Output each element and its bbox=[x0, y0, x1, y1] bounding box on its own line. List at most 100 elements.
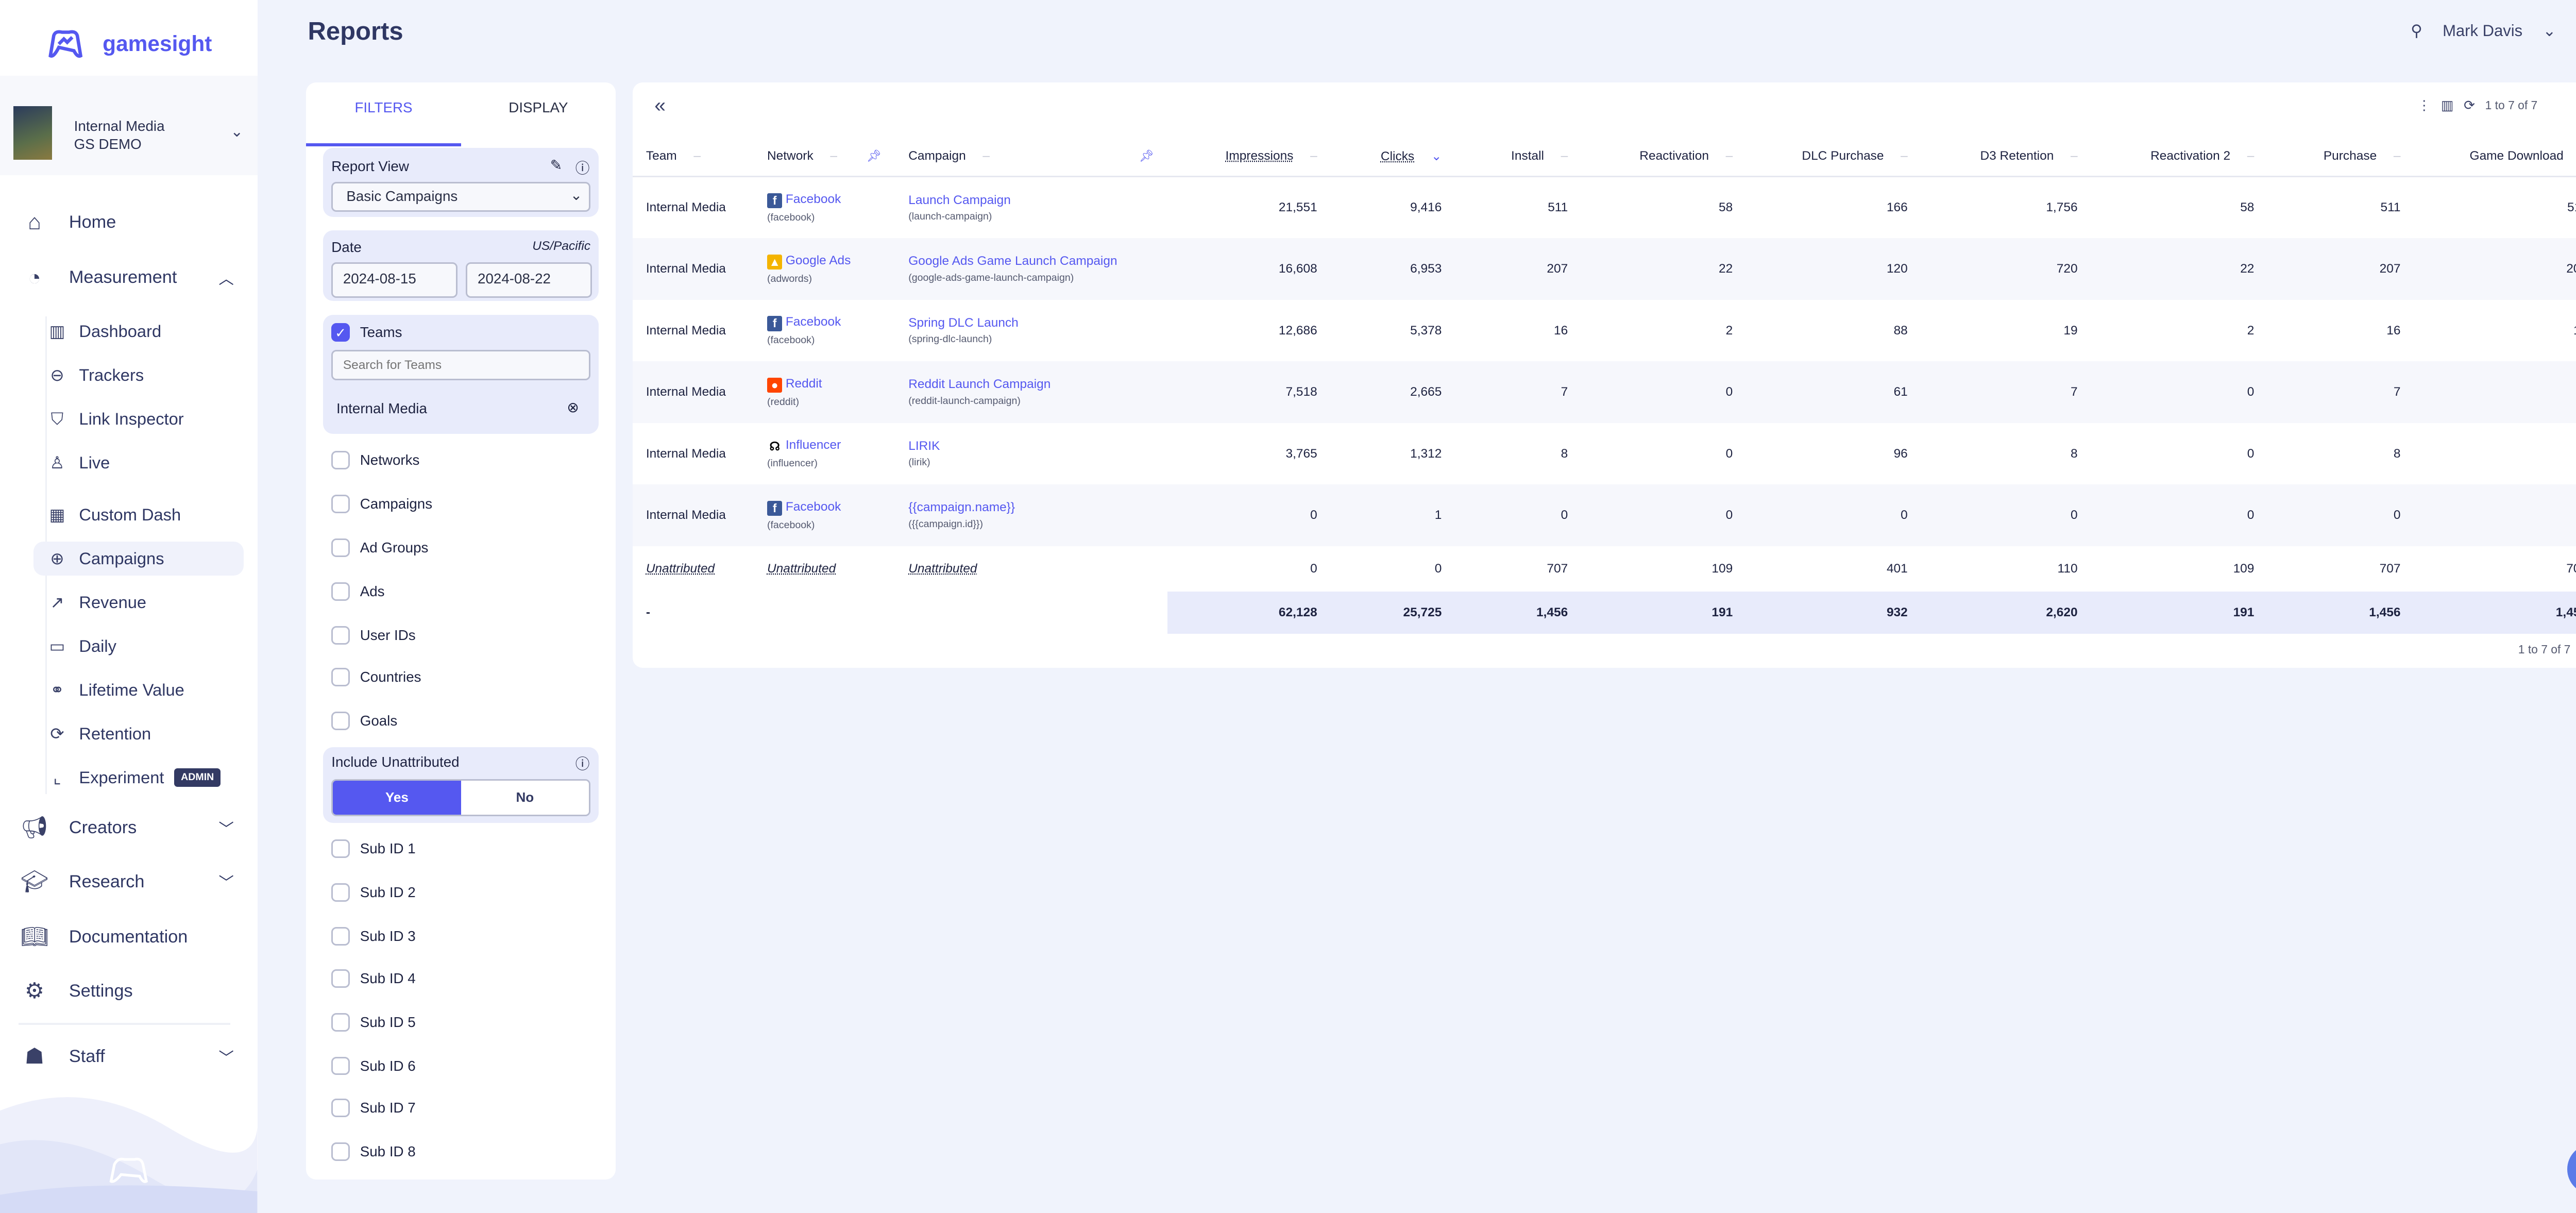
user-ids-checkbox[interactable]: User IDs bbox=[331, 626, 416, 645]
sort-icon[interactable]: – bbox=[1561, 148, 1568, 163]
nav-trackers[interactable]: ⊖ Trackers bbox=[33, 359, 244, 392]
column-header[interactable]: Impressions – bbox=[1167, 136, 1331, 178]
sort-icon[interactable]: – bbox=[2247, 148, 2255, 163]
nav-retention[interactable]: ⟳ Retention bbox=[33, 717, 244, 750]
report-view-select[interactable]: Basic Campaigns ⌄ bbox=[331, 181, 591, 212]
nav-link-inspector[interactable]: ⛉ Link Inspector bbox=[33, 402, 244, 435]
nav-home[interactable]: ⌂ Home bbox=[20, 207, 116, 238]
column-header[interactable]: Install – bbox=[1455, 136, 1582, 178]
subid-7-checkbox[interactable]: Sub ID 7 bbox=[331, 1099, 416, 1118]
sort-icon[interactable]: – bbox=[1901, 148, 1908, 163]
subid-8-checkbox[interactable]: Sub ID 8 bbox=[331, 1142, 416, 1161]
search-icon[interactable]: ⚲ bbox=[2411, 22, 2422, 40]
sort-icon[interactable]: – bbox=[1310, 148, 1317, 163]
campaigns-checkbox[interactable]: Campaigns bbox=[331, 494, 432, 513]
table-cell: ☊ Influencer (influencer) bbox=[754, 423, 895, 485]
info-icon[interactable]: ⓘ bbox=[575, 755, 590, 772]
subid-2-checkbox[interactable]: Sub ID 2 bbox=[331, 883, 416, 902]
network-link[interactable]: Facebook bbox=[785, 315, 841, 329]
chat-button[interactable] bbox=[2567, 1144, 2576, 1195]
campaign-link[interactable]: LIRIK bbox=[908, 439, 940, 453]
sort-icon[interactable]: – bbox=[830, 148, 837, 163]
date-group: Date US/Pacific 2024-08-15 2024-08-22 bbox=[323, 230, 599, 301]
nav-research[interactable]: 🎓︎ Research ﹀ bbox=[20, 867, 239, 897]
campaign-link[interactable]: Reddit Launch Campaign bbox=[908, 377, 1051, 392]
network-link[interactable]: Facebook bbox=[785, 192, 841, 206]
campaign-link[interactable]: Spring DLC Launch bbox=[908, 315, 1019, 330]
column-header[interactable]: Network – 📌︎ bbox=[753, 136, 895, 178]
more-options-icon[interactable]: ⋮ bbox=[2417, 97, 2431, 113]
campaign-link[interactable]: {{campaign.name}} bbox=[908, 500, 1015, 515]
sort-icon[interactable]: – bbox=[2070, 148, 2078, 163]
date-start-input[interactable]: 2024-08-15 bbox=[331, 262, 458, 298]
collapse-panel-icon[interactable]: « bbox=[654, 94, 666, 116]
campaign-link[interactable]: Launch Campaign bbox=[908, 193, 1011, 207]
nav-live[interactable]: ♙ Live bbox=[33, 446, 244, 479]
account-switcher[interactable]: Internal Media GS DEMO ⌄ bbox=[0, 75, 258, 175]
subid-6-checkbox[interactable]: Sub ID 6 bbox=[331, 1056, 416, 1075]
goals-checkbox[interactable]: Goals bbox=[331, 712, 397, 731]
column-header[interactable]: DLC Purchase – bbox=[1746, 136, 1921, 178]
user-menu[interactable]: ⚲ Mark Davis ⌄ bbox=[2411, 22, 2556, 40]
nav-creators[interactable]: 📢︎ Creators ﹀ bbox=[20, 813, 239, 843]
sort-desc-icon[interactable]: ⌄ bbox=[1431, 149, 1442, 163]
yes-option[interactable]: Yes bbox=[333, 780, 461, 815]
network-link[interactable]: Google Ads bbox=[785, 253, 851, 267]
column-header[interactable]: Reactivation – bbox=[1581, 136, 1747, 178]
nav-daily[interactable]: ▭ Daily bbox=[33, 629, 244, 663]
subid-5-checkbox[interactable]: Sub ID 5 bbox=[331, 1013, 416, 1032]
edit-icon[interactable]: ✎ bbox=[550, 157, 562, 173]
sort-icon[interactable]: – bbox=[693, 148, 701, 163]
brand-logo[interactable]: gamesight bbox=[45, 29, 212, 59]
column-header[interactable]: Purchase – bbox=[2267, 136, 2414, 178]
column-header[interactable]: Campaign – 📌︎ bbox=[895, 136, 1168, 178]
column-header[interactable]: Clicks ⌄ bbox=[1330, 136, 1455, 178]
column-header[interactable]: D3 Retention – bbox=[1921, 136, 2091, 178]
no-option[interactable]: No bbox=[461, 780, 589, 815]
sort-icon[interactable]: – bbox=[2393, 148, 2401, 163]
user-name[interactable]: Mark Davis bbox=[2443, 22, 2523, 40]
columns-icon[interactable]: ▥ bbox=[2441, 97, 2454, 113]
subid-1-checkbox[interactable]: Sub ID 1 bbox=[331, 839, 416, 858]
info-icon[interactable]: ⓘ bbox=[575, 160, 590, 176]
column-header[interactable]: Game Download– bbox=[2414, 136, 2576, 178]
network-link[interactable]: Facebook bbox=[785, 499, 841, 514]
nav-experiment[interactable]: ⌞ Experiment ADMIN bbox=[33, 761, 244, 794]
refresh-icon[interactable]: ⟳ bbox=[2464, 97, 2476, 113]
pin-icon[interactable]: 📌︎ bbox=[1139, 148, 1154, 162]
pin-icon[interactable]: 📌︎ bbox=[867, 148, 882, 162]
column-header[interactable]: Team – bbox=[632, 136, 754, 178]
brand-name: gamesight bbox=[103, 31, 212, 56]
column-header[interactable]: Reactivation 2 – bbox=[2091, 136, 2268, 178]
unattributed-label[interactable]: Unattributed bbox=[767, 561, 836, 576]
sort-icon[interactable]: – bbox=[982, 148, 990, 163]
sort-icon[interactable]: – bbox=[1725, 148, 1733, 163]
nav-settings[interactable]: ⚙ Settings bbox=[20, 976, 133, 1006]
date-end-input[interactable]: 2024-08-22 bbox=[466, 262, 592, 298]
network-link[interactable]: Influencer bbox=[785, 438, 841, 452]
nav-measurement[interactable]: ◔ Measurement ︿ bbox=[20, 262, 239, 293]
countries-checkbox[interactable]: Countries bbox=[331, 668, 421, 687]
teams-search-input[interactable] bbox=[331, 350, 591, 380]
tab-display[interactable]: DISPLAY bbox=[509, 99, 568, 115]
nav-custom-dash[interactable]: ▦ Custom Dash bbox=[33, 498, 244, 532]
subid-4-checkbox[interactable]: Sub ID 4 bbox=[331, 969, 416, 988]
network-link[interactable]: Reddit bbox=[785, 376, 822, 391]
networks-checkbox[interactable]: Networks bbox=[331, 451, 419, 469]
nav-lifetime-value[interactable]: ⚭ Lifetime Value bbox=[33, 673, 244, 706]
nav-revenue[interactable]: ↗ Revenue bbox=[33, 585, 244, 619]
nav-dashboard[interactable]: ▥ Dashboard bbox=[33, 315, 244, 348]
nav-campaigns[interactable]: ⊕ Campaigns bbox=[33, 542, 244, 576]
nav-documentation[interactable]: 📖︎ Documentation bbox=[20, 922, 188, 952]
tab-filters[interactable]: FILTERS bbox=[306, 99, 461, 147]
campaign-link[interactable]: Google Ads Game Launch Campaign bbox=[908, 254, 1117, 268]
remove-icon[interactable]: ⊗ bbox=[567, 399, 579, 415]
unattributed-label[interactable]: Unattributed bbox=[646, 561, 715, 576]
unattributed-label[interactable]: Unattributed bbox=[908, 561, 977, 576]
nav-staff[interactable]: ☗ Staff ﹀ bbox=[20, 1041, 239, 1072]
ads-checkbox[interactable]: Ads bbox=[331, 582, 385, 601]
subid-3-checkbox[interactable]: Sub ID 3 bbox=[331, 927, 416, 946]
table-cell: 7 bbox=[1455, 361, 1582, 423]
ad-groups-checkbox[interactable]: Ad Groups bbox=[331, 538, 428, 557]
teams-checkbox[interactable]: ✓ Teams bbox=[331, 323, 402, 342]
